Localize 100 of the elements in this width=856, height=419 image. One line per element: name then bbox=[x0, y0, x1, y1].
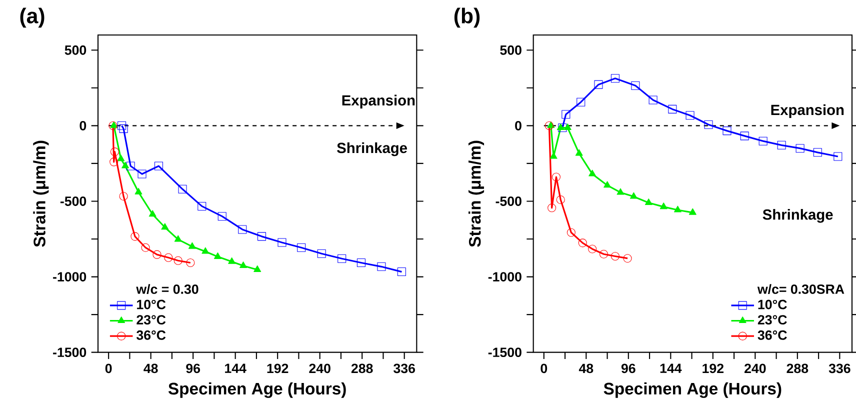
y-axis-title: Strain (μm/m) bbox=[33, 140, 49, 247]
point bbox=[134, 188, 142, 194]
point bbox=[566, 228, 576, 237]
point bbox=[556, 195, 565, 204]
point bbox=[257, 232, 266, 241]
x-tick-label: 336 bbox=[828, 364, 850, 374]
point bbox=[317, 249, 326, 258]
point bbox=[588, 244, 597, 254]
point bbox=[228, 257, 236, 264]
annotation: Shrinkage bbox=[762, 209, 833, 223]
point bbox=[610, 74, 620, 83]
point bbox=[610, 252, 620, 260]
point bbox=[556, 124, 564, 130]
point bbox=[576, 98, 586, 106]
point bbox=[174, 235, 182, 242]
x-tick-label: 192 bbox=[702, 364, 724, 374]
point bbox=[562, 110, 570, 119]
point bbox=[660, 202, 668, 210]
legend-title: w/c = 0.30 bbox=[136, 284, 198, 294]
point bbox=[338, 254, 346, 263]
point bbox=[188, 242, 196, 249]
point bbox=[356, 258, 366, 267]
point bbox=[148, 210, 156, 217]
point bbox=[623, 254, 632, 263]
point bbox=[278, 238, 286, 247]
y-tick-label: -1000 bbox=[53, 272, 86, 282]
x-tick-label: 240 bbox=[744, 364, 766, 374]
point bbox=[644, 198, 652, 206]
point bbox=[119, 124, 128, 133]
legend-label: 36°C bbox=[136, 330, 166, 340]
point bbox=[152, 250, 162, 259]
x-tick-label: 144 bbox=[660, 364, 682, 373]
point bbox=[588, 170, 596, 176]
point bbox=[202, 247, 210, 254]
point bbox=[119, 192, 128, 201]
point bbox=[297, 243, 306, 252]
point bbox=[138, 170, 146, 178]
legend-label: 36°C bbox=[758, 330, 787, 340]
chart-title: (b) bbox=[454, 8, 480, 28]
x-tick-label: 336 bbox=[394, 364, 415, 374]
point bbox=[688, 208, 696, 215]
point bbox=[722, 126, 732, 136]
x-tick-label: 48 bbox=[144, 364, 158, 374]
point bbox=[686, 111, 694, 120]
y-tick-label: 0 bbox=[515, 120, 522, 130]
point bbox=[604, 181, 612, 188]
legend-title: w/c= 0.30SRA bbox=[757, 284, 844, 294]
point bbox=[198, 202, 206, 210]
x-axis-title: Specimen Age (Hours) bbox=[168, 382, 346, 398]
annotation: Expansion bbox=[342, 94, 415, 108]
chart-title: (a) bbox=[20, 8, 44, 28]
point bbox=[631, 81, 640, 90]
point bbox=[777, 140, 786, 150]
point bbox=[164, 253, 173, 262]
point bbox=[254, 265, 262, 272]
point bbox=[594, 80, 603, 89]
point bbox=[548, 204, 556, 212]
y-tick-label: -1500 bbox=[488, 348, 522, 358]
point bbox=[110, 148, 119, 156]
point bbox=[118, 121, 126, 130]
x-tick-label: 192 bbox=[267, 364, 288, 374]
x-tick-label: 288 bbox=[351, 364, 373, 374]
x-tick-label: 240 bbox=[309, 364, 330, 374]
point bbox=[834, 152, 842, 161]
point bbox=[377, 262, 386, 271]
x-tick-label: 144 bbox=[225, 364, 246, 373]
point bbox=[796, 144, 804, 153]
point bbox=[130, 232, 140, 241]
point bbox=[186, 258, 195, 267]
point bbox=[668, 104, 677, 114]
y-tick-label: 500 bbox=[500, 45, 522, 55]
x-tick-label: 0 bbox=[540, 364, 548, 374]
point bbox=[813, 148, 822, 157]
legend-label: 10°C bbox=[758, 300, 787, 310]
legend-label: 23°C bbox=[136, 315, 166, 325]
point bbox=[126, 162, 135, 170]
point bbox=[564, 124, 572, 130]
y-tick-label: 0 bbox=[80, 120, 86, 130]
point bbox=[599, 250, 608, 258]
y-axis-title: Strain (μm/m) bbox=[468, 140, 484, 247]
y-tick-label: -500 bbox=[496, 196, 522, 206]
annotation: Shrinkage bbox=[337, 142, 408, 156]
point bbox=[141, 243, 150, 252]
point bbox=[117, 154, 125, 162]
point bbox=[154, 162, 164, 170]
y-tick-label: -500 bbox=[60, 196, 86, 206]
point bbox=[238, 225, 247, 234]
point bbox=[397, 268, 406, 276]
point bbox=[174, 256, 182, 265]
point bbox=[122, 162, 130, 168]
point bbox=[704, 120, 713, 129]
point bbox=[578, 238, 587, 248]
point bbox=[740, 132, 749, 140]
point bbox=[161, 223, 169, 230]
x-tick-label: 96 bbox=[621, 364, 636, 374]
legend-label: 23°C bbox=[758, 315, 787, 325]
point bbox=[674, 206, 682, 212]
point bbox=[616, 188, 624, 195]
y-tick-label: -1000 bbox=[488, 272, 522, 282]
point bbox=[575, 149, 583, 156]
